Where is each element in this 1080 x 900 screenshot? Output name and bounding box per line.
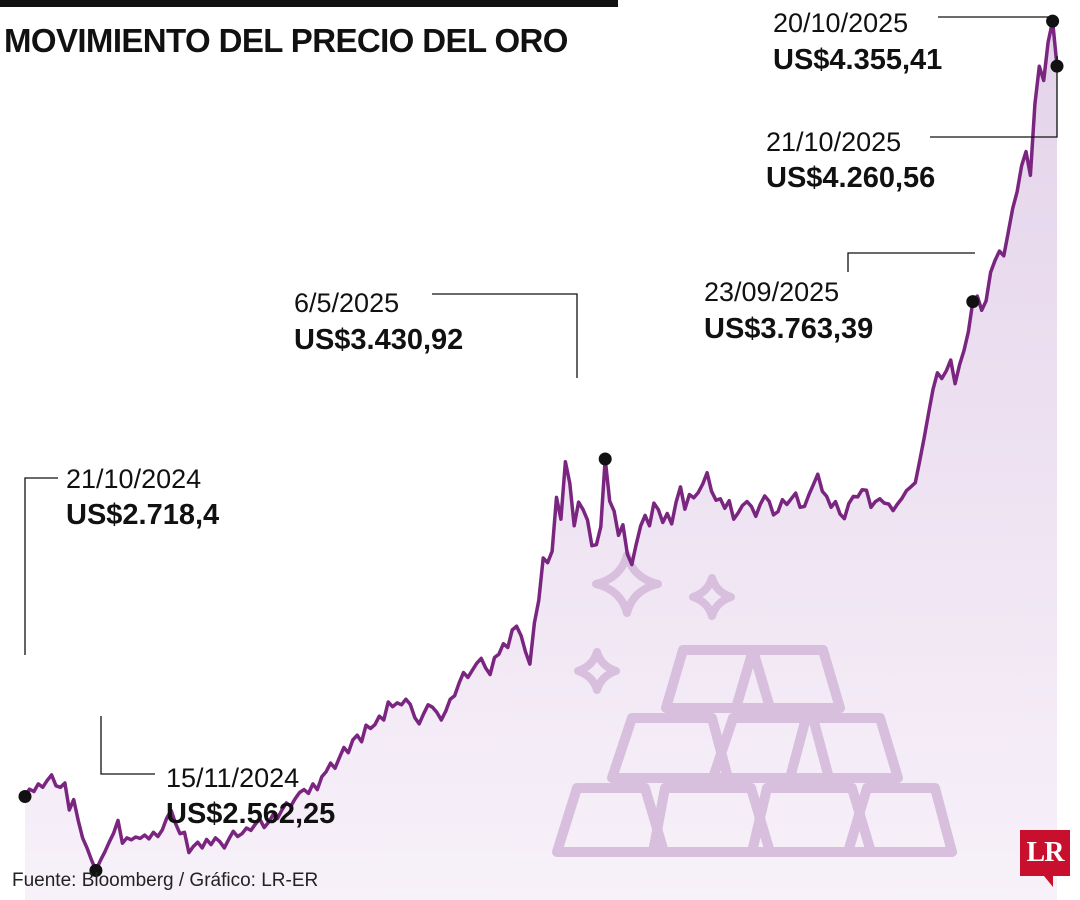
annotation-20-10-2025: 20/10/2025 US$4.355,41 [773, 8, 1052, 76]
source-note: Fuente: Bloomberg / Gráfico: LR-ER [12, 870, 319, 891]
price-line [23, 19, 1059, 873]
price-marker [598, 452, 612, 466]
annotation-21-10-2025: 21/10/2025 US$4.260,56 [766, 56, 1058, 194]
chart-title: MOVIMIENTO DEL PRECIO DEL ORO [4, 22, 568, 59]
annotation-date: 15/11/2024 [166, 763, 299, 793]
annotation-value: US$3.430,92 [294, 324, 463, 356]
annotation-value: US$2.562,25 [166, 798, 335, 830]
annotation-value: US$2.718,4 [66, 499, 219, 531]
annotation-23-09-2025: 23/09/2025 US$3.763,39 [704, 252, 975, 345]
annotation-date: 21/10/2024 [66, 464, 201, 494]
price-marker [89, 864, 103, 877]
price-marker [1046, 14, 1060, 28]
annotation-value: US$3.763,39 [704, 313, 873, 345]
gold-bars-icon [552, 645, 957, 857]
lr-logo: LR [1020, 830, 1070, 876]
annotation-date: 21/10/2025 [766, 127, 901, 157]
annotation-value: US$4.260,56 [766, 162, 935, 194]
annotation-21-10-2024: 21/10/2024 US$2.718,4 [24, 464, 219, 655]
price-marker [1050, 59, 1064, 73]
lr-logo-tail [1044, 876, 1053, 887]
price-marker [966, 295, 980, 309]
annotation-15-11-2024: 15/11/2024 US$2.562,25 [100, 716, 335, 830]
annotation-date: 20/10/2025 [773, 8, 908, 38]
highlight-markers [18, 14, 1064, 877]
price-marker [18, 790, 32, 803]
price-area [25, 21, 1057, 900]
annotation-value: US$4.355,41 [773, 44, 942, 76]
sparkle-icon [574, 551, 735, 694]
annotation-date: 6/5/2025 [294, 288, 399, 318]
annotation-6-5-2025: 6/5/2025 US$3.430,92 [294, 288, 578, 378]
annotation-date: 23/09/2025 [704, 277, 839, 307]
top-rule [0, 0, 618, 7]
